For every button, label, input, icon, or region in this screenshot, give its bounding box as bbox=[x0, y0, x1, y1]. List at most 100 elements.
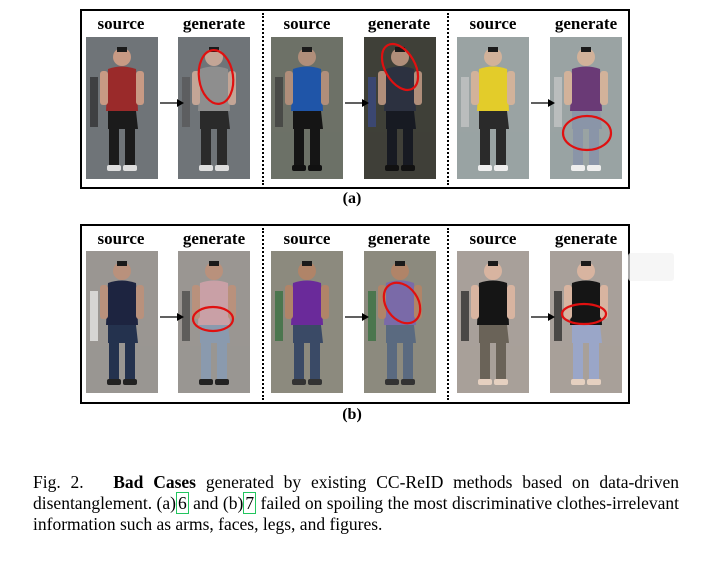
torso bbox=[291, 280, 323, 325]
torso bbox=[106, 280, 138, 325]
background-detail bbox=[90, 291, 98, 341]
hips bbox=[108, 325, 138, 343]
figure-caption: Fig. 2. Bad Cases generated by existing … bbox=[33, 472, 679, 535]
left-shoe bbox=[199, 165, 213, 171]
right-leg bbox=[496, 339, 506, 381]
hair bbox=[395, 261, 405, 266]
ground bbox=[271, 346, 343, 393]
left-arm bbox=[378, 71, 386, 105]
hair bbox=[302, 261, 312, 266]
left-leg bbox=[387, 125, 397, 167]
left-arm bbox=[285, 285, 293, 319]
arrow-icon bbox=[345, 99, 369, 107]
head bbox=[113, 262, 131, 280]
ground bbox=[457, 132, 529, 179]
torso bbox=[291, 66, 323, 111]
panel-a-source-image-3 bbox=[457, 37, 529, 179]
panel-b-generated-image-2 bbox=[364, 251, 436, 393]
left-leg bbox=[573, 339, 583, 381]
left-shoe bbox=[292, 165, 306, 171]
right-arm bbox=[414, 285, 422, 319]
background-detail bbox=[368, 291, 376, 341]
right-shoe bbox=[494, 379, 508, 385]
source-header: source bbox=[97, 14, 145, 33]
panel-a-generated-image-3 bbox=[550, 37, 622, 179]
left-leg bbox=[294, 125, 304, 167]
highlight-ellipse bbox=[560, 302, 608, 326]
hair bbox=[117, 261, 127, 266]
panel-divider bbox=[262, 13, 264, 185]
left-leg bbox=[480, 125, 490, 167]
torso bbox=[477, 66, 509, 111]
panel-b-source-image-3 bbox=[457, 251, 529, 393]
panel-a-label: (a) bbox=[342, 190, 362, 207]
hips bbox=[386, 111, 416, 129]
left-shoe bbox=[478, 379, 492, 385]
right-leg bbox=[217, 339, 227, 381]
torso bbox=[106, 66, 138, 111]
panel-b bbox=[80, 224, 630, 404]
torso bbox=[570, 66, 602, 111]
ground bbox=[86, 132, 158, 179]
citation-link-1[interactable]: 6 bbox=[175, 492, 189, 514]
head bbox=[391, 262, 409, 280]
hips bbox=[200, 111, 230, 129]
panel-divider bbox=[447, 13, 449, 185]
overlay-button[interactable] bbox=[628, 253, 674, 281]
hair bbox=[395, 47, 405, 52]
panel-divider bbox=[447, 228, 449, 400]
generate-header: generate bbox=[182, 229, 246, 248]
panel-a bbox=[80, 9, 630, 189]
left-arm bbox=[564, 285, 572, 319]
left-arm bbox=[564, 71, 572, 105]
background-detail bbox=[275, 291, 283, 341]
right-shoe bbox=[123, 379, 137, 385]
right-shoe bbox=[494, 165, 508, 171]
torso bbox=[570, 280, 602, 325]
right-leg bbox=[310, 339, 320, 381]
arrow-icon bbox=[160, 99, 184, 107]
right-leg bbox=[589, 339, 599, 381]
person-figure bbox=[178, 251, 250, 393]
background-detail bbox=[275, 77, 283, 127]
left-leg bbox=[201, 339, 211, 381]
caption-text-1: generated by existing CC-ReID methods ba… bbox=[33, 472, 679, 513]
right-leg bbox=[403, 125, 413, 167]
right-shoe bbox=[215, 379, 229, 385]
generate-header: generate bbox=[182, 14, 246, 33]
person-figure bbox=[364, 251, 436, 393]
right-leg bbox=[403, 339, 413, 381]
citation-link-2[interactable]: 7 bbox=[243, 492, 257, 514]
person-figure bbox=[457, 37, 529, 179]
right-shoe bbox=[401, 165, 415, 171]
caption-text-2: and (b) bbox=[188, 493, 244, 513]
highlight-ellipse bbox=[382, 281, 422, 325]
torso bbox=[477, 280, 509, 325]
person-figure bbox=[550, 37, 622, 179]
hips bbox=[479, 325, 509, 343]
caption-text-3: failed on spoiling the most discriminati… bbox=[33, 493, 679, 534]
left-shoe bbox=[571, 165, 585, 171]
left-shoe bbox=[107, 379, 121, 385]
head bbox=[298, 48, 316, 66]
hips bbox=[479, 111, 509, 129]
left-shoe bbox=[292, 379, 306, 385]
left-shoe bbox=[478, 165, 492, 171]
left-shoe bbox=[199, 379, 213, 385]
hips bbox=[293, 111, 323, 129]
ground bbox=[364, 132, 436, 179]
background-detail bbox=[461, 291, 469, 341]
hair bbox=[488, 47, 498, 52]
left-leg bbox=[109, 339, 119, 381]
panel-divider bbox=[262, 228, 264, 400]
right-arm bbox=[414, 71, 422, 105]
background-detail bbox=[182, 291, 190, 341]
person-figure bbox=[550, 251, 622, 393]
right-leg bbox=[496, 125, 506, 167]
hips bbox=[293, 325, 323, 343]
panel-b-source-image-1 bbox=[86, 251, 158, 393]
highlight-ellipse bbox=[561, 114, 613, 152]
caption-bold: Bad Cases bbox=[113, 472, 196, 492]
person-figure bbox=[271, 37, 343, 179]
source-header: source bbox=[469, 229, 517, 248]
